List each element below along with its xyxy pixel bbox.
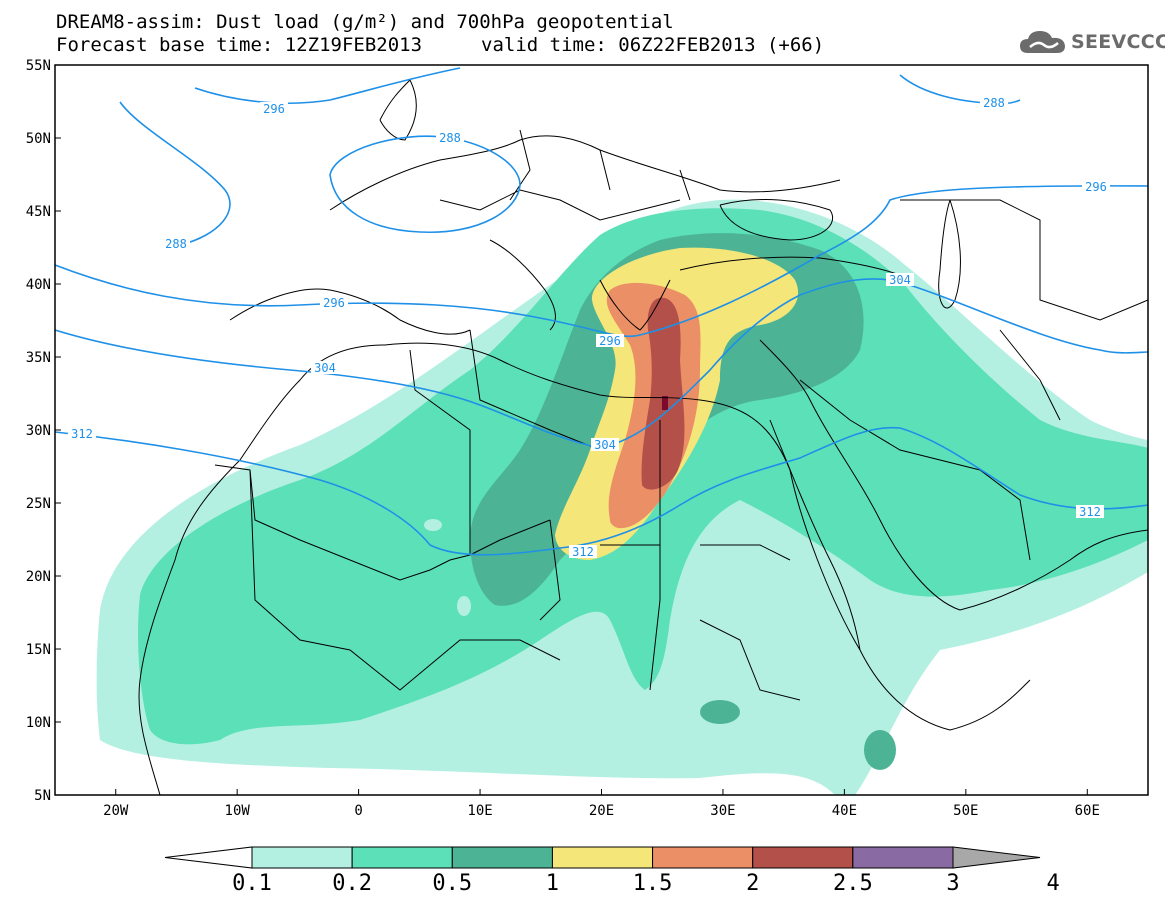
border-europe	[439, 129, 691, 221]
lon-tick-label: 20W	[103, 803, 129, 819]
lat-tick-label: 50N	[26, 131, 51, 147]
colorbar-swatch	[752, 846, 854, 869]
lat-tick-label: 5N	[34, 788, 51, 804]
colorbar-swatch	[351, 846, 453, 869]
contour-label: 312	[572, 545, 594, 559]
dust-gap	[424, 519, 442, 531]
colorbar-swatch	[451, 846, 553, 869]
contour-label: 296	[323, 296, 345, 310]
colorbar-label: 2	[746, 871, 759, 896]
contour-label: 304	[314, 361, 336, 375]
map-title: DREAM8-assim: Dust load (g/m²) and 700hP…	[56, 11, 674, 33]
contour-labels: 296 288 288 288 296 296 304 312 304 312 …	[68, 96, 1110, 559]
lat-tick-label: 30N	[26, 423, 51, 439]
colorbar-label: 0.1	[232, 871, 272, 896]
contour-296-north	[194, 67, 461, 104]
dust-level-2	[641, 297, 685, 490]
lon-tick-label: 50E	[953, 803, 978, 819]
cloud-icon	[1020, 31, 1065, 53]
contour-304	[55, 278, 1148, 449]
lon-tick-label: 0	[354, 803, 362, 819]
seevccc-logo: SEEVCCC	[1018, 28, 1165, 56]
contour-label: 304	[889, 273, 911, 287]
colorbar-label: 3	[946, 871, 959, 896]
contour-label: 312	[71, 427, 93, 441]
lat-tick-label: 35N	[26, 350, 51, 366]
colorbar-label: 4	[1047, 871, 1060, 896]
contour-label: 296	[1085, 180, 1107, 194]
geopotential-contours	[55, 67, 1148, 556]
lon-tick-label: 60E	[1075, 803, 1100, 819]
coastline-europe	[329, 135, 841, 211]
colorbar-arrow-low	[164, 846, 253, 869]
latitude-axis: 5N 10N 15N 20N 25N 30N 35N 40N 45N 50N 55N	[26, 58, 61, 804]
lon-tick-label: 10E	[467, 803, 492, 819]
border-asia	[900, 199, 1148, 421]
lat-tick-label: 20N	[26, 569, 51, 585]
dust-gap	[457, 596, 471, 616]
coastline-red-sea	[769, 419, 861, 651]
colorbar-label: 0.5	[432, 871, 472, 896]
lon-tick-label: 20E	[589, 803, 614, 819]
lat-tick-label: 55N	[26, 58, 51, 74]
lat-tick-label: 10N	[26, 715, 51, 731]
contour-label: 304	[594, 438, 616, 452]
contour-label: 288	[165, 237, 187, 251]
coastline-uk	[379, 79, 417, 141]
dust-patch	[700, 700, 740, 724]
colorbar-arrow-high	[952, 846, 1041, 869]
colorbar-label: 0.2	[332, 871, 372, 896]
dust-level-2-5	[662, 396, 668, 410]
coastline-greece	[599, 279, 671, 331]
colorbar-swatch	[551, 846, 654, 869]
contour-label: 312	[1079, 505, 1101, 519]
contour-label: 296	[599, 334, 621, 348]
logo-text: SEEVCCC	[1071, 31, 1165, 53]
border-east-africa	[699, 544, 801, 701]
forecast-times: Forecast base time: 12Z19FEB2013 valid ti…	[56, 34, 824, 56]
colorbar-swatch	[251, 846, 353, 869]
forecast-base-time: Forecast base time: 12Z19FEB2013	[56, 34, 423, 56]
lon-tick-label: 10W	[225, 803, 251, 819]
colorbar-swatch	[852, 846, 954, 869]
lat-tick-label: 15N	[26, 642, 51, 658]
coastline-black-sea	[719, 199, 833, 241]
valid-time: valid time: 06Z22FEB2013 (+66)	[481, 34, 825, 56]
colorbar-label: 1	[546, 871, 559, 896]
lat-tick-label: 25N	[26, 496, 51, 512]
contour-288-europe	[329, 135, 521, 233]
dust-patch	[864, 730, 896, 770]
contour-label: 296	[263, 102, 285, 116]
border-sahara-2	[539, 420, 661, 691]
country-borders	[138, 79, 1148, 795]
lat-tick-label: 45N	[26, 204, 51, 220]
contour-label: 288	[983, 96, 1005, 110]
border-sahara-1	[214, 464, 551, 581]
contour-296-mid	[55, 185, 1148, 338]
lon-tick-label: 40E	[832, 803, 857, 819]
colorbar-label: 1.5	[633, 871, 673, 896]
border-arabia	[799, 379, 1031, 561]
coastline-caspian	[938, 199, 961, 309]
border-sahara-3	[409, 329, 601, 555]
contour-label: 288	[439, 131, 461, 145]
contour-312	[55, 426, 1148, 556]
coastline-italy	[489, 239, 556, 331]
contour-288-atlantic	[119, 101, 231, 246]
lon-tick-label: 30E	[710, 803, 735, 819]
dust-shading	[96, 199, 1148, 795]
coastline-turkey	[679, 256, 901, 276]
colorbar: 0.1 0.2 0.5 1 1.5 2 2.5 3 4	[164, 846, 1060, 896]
lat-tick-label: 40N	[26, 277, 51, 293]
colorbar-label: 2.5	[833, 871, 873, 896]
colorbar-swatch	[652, 846, 754, 869]
coastline-middle-east	[759, 339, 1148, 611]
border-west-africa	[249, 469, 561, 691]
coastline-iberia	[229, 288, 471, 335]
longitude-axis: 20W 10W 0 10E 20E 30E 40E 50E 60E	[103, 789, 1100, 819]
